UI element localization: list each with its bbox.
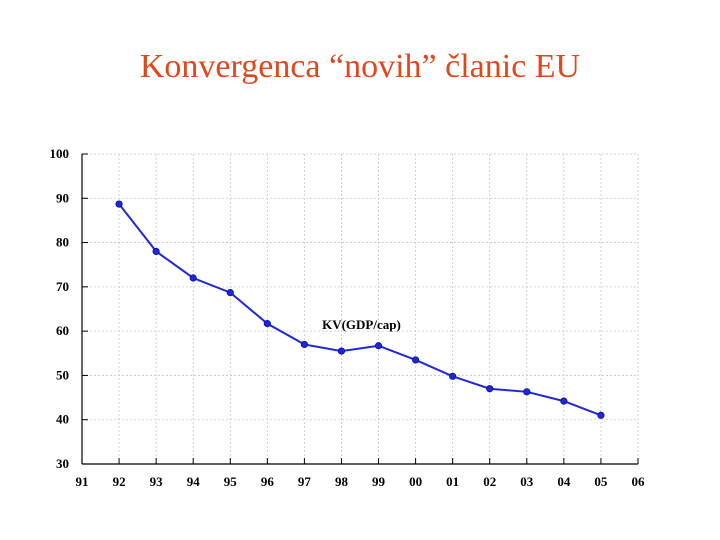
x-tick-label: 00 [409,474,422,489]
data-point [226,289,234,297]
data-point [411,356,420,364]
x-tick-label: 97 [298,474,312,489]
data-point [115,200,123,208]
y-tick-label: 60 [56,323,69,338]
data-point [560,397,568,405]
slide-title: Konvergenca “novih” članic EU [139,48,581,85]
axes [81,153,639,465]
series-labels: KV(GDP/cap) [322,317,401,332]
x-tick-label: 06 [632,474,646,489]
series-lines [118,203,602,417]
x-tick-label: 95 [224,474,238,489]
tick-labels: 30 40 50 60 70 80 90 100 91 92 93 94 95 96 97 98 99 00 01 0… [50,146,646,489]
data-points [115,200,605,419]
data-point [523,388,531,396]
y-tick-label: 30 [56,456,69,471]
data-point [263,320,271,328]
data-point [597,411,605,419]
grid [82,153,639,464]
x-tick-label: 05 [594,474,608,489]
y-tick-label: 50 [56,367,69,382]
x-tick-label: 93 [150,474,164,489]
data-point [189,274,197,282]
x-tick-label: 94 [187,474,201,489]
x-tick-label: 01 [446,474,459,489]
x-tick-label: 96 [261,474,275,489]
x-tick-label: 92 [113,474,126,489]
x-tick-label: 03 [520,474,534,489]
x-tick-label: 04 [557,474,571,489]
x-tick-label: 91 [76,474,89,489]
x-tick-label: 02 [483,474,496,489]
data-point [486,385,494,393]
data-point [300,340,308,349]
x-tick-label: 98 [335,474,349,489]
x-tick-label: 99 [372,474,386,489]
y-tick-label: 90 [56,190,69,205]
data-point [337,347,346,355]
series-line [118,203,602,417]
data-point [449,372,457,380]
series-label: KV(GDP/cap) [322,317,401,332]
data-point [152,247,160,256]
y-tick-label: 40 [56,412,69,427]
y-tick-label: 100 [50,146,70,161]
y-tick-label: 80 [56,235,69,250]
y-tick-label: 70 [56,279,69,294]
data-point [374,342,383,350]
